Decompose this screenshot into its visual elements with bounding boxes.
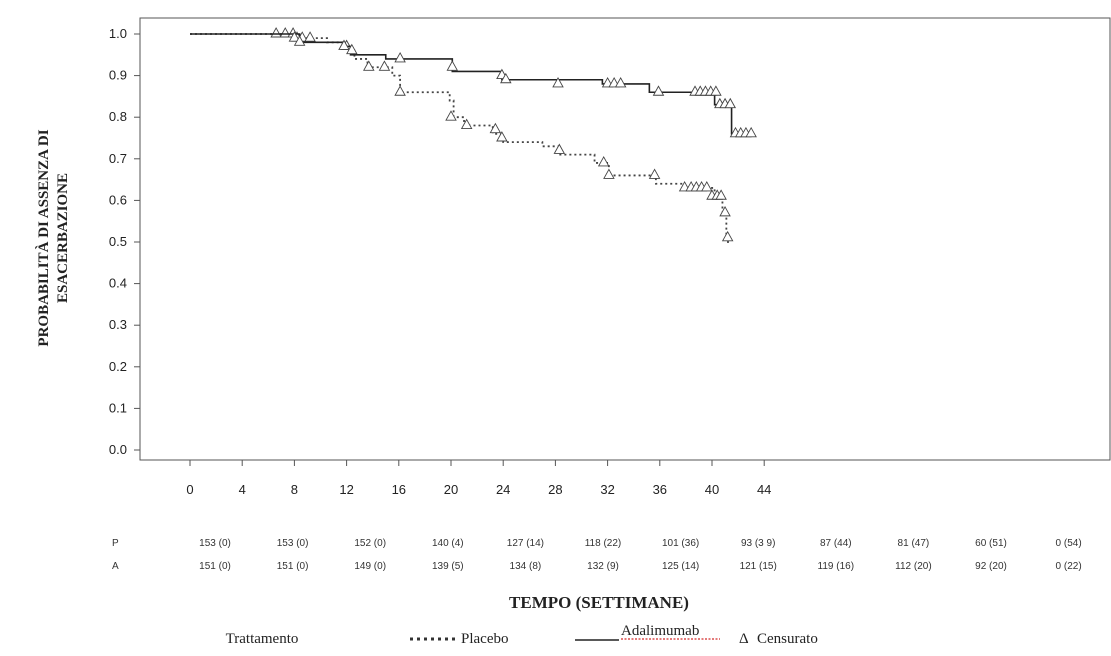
y-tick-label: 0.2: [109, 359, 127, 374]
plot-frame: [139, 17, 1111, 461]
x-tick-label: 16: [392, 482, 406, 497]
at-risk-table: P 153 (0) 153 (0) 152 (0) 140 (4) 127 (14) 118…: [112, 538, 1082, 572]
y-tick-label: 0.4: [109, 276, 127, 291]
at-risk-value: 121 (15): [740, 561, 777, 572]
censor-mark-placebo: [721, 230, 734, 242]
at-risk-value: 153 (0): [277, 538, 309, 549]
censor-mark-placebo: [363, 60, 375, 71]
censor-mark-adalimumab: [552, 76, 564, 88]
censor-mark-placebo: [394, 85, 406, 96]
x-tick-label: 20: [444, 482, 458, 497]
y-tick-label: 0.8: [109, 109, 127, 124]
at-risk-value: 118 (22): [585, 538, 622, 549]
at-risk-row-label: A: [112, 561, 119, 572]
censor-mark-placebo: [496, 131, 508, 142]
at-risk-value: 87 (44): [820, 538, 852, 549]
legend-placebo-label: Placebo: [461, 631, 508, 647]
y-tick-label: 0.9: [109, 68, 127, 83]
at-risk-value: 112 (20): [895, 561, 932, 572]
at-risk-value: 127 (14): [507, 538, 544, 549]
y-tick-label: 1.0: [109, 26, 127, 41]
at-risk-value: 152 (0): [354, 538, 386, 549]
x-tick-label: 28: [548, 482, 562, 497]
y-axis-title-line1: PROBABILITÀ DI ASSENZA DI: [35, 129, 52, 346]
censor-mark-adalimumab: [288, 31, 301, 42]
censor-mark-adalimumab: [710, 85, 722, 96]
legend-censored-label: Censurato: [757, 631, 818, 647]
y-axis: 0.0 0.1 0.2 0.3 0.4 0.5 0.6 0.7 0.8 0.9 1.0: [109, 26, 140, 457]
at-risk-value: 125 (14): [662, 561, 699, 572]
series-placebo-line: [190, 33, 729, 243]
at-risk-value: 151 (0): [199, 561, 231, 572]
censor-mark-placebo: [553, 143, 566, 154]
at-risk-value: 101 (36): [662, 538, 699, 549]
series-adalimumab-line: [190, 33, 745, 135]
plot-area: [190, 27, 757, 243]
censor-mark-adalimumab: [745, 126, 757, 138]
at-risk-value: 60 (51): [975, 538, 1007, 549]
censor-mark-placebo: [603, 168, 615, 179]
censor-mark-placebo: [701, 180, 713, 192]
censor-mark-placebo: [378, 60, 391, 71]
x-tick-label: 40: [705, 482, 719, 497]
at-risk-value: 139 (5): [432, 561, 464, 572]
censor-mark-adalimumab: [500, 72, 512, 84]
at-risk-value: 119 (16): [818, 561, 855, 572]
censor-mark-adalimumab: [446, 60, 459, 71]
censor-mark-adalimumab: [346, 43, 358, 55]
at-risk-value: 149 (0): [354, 561, 386, 572]
y-tick-label: 0.6: [109, 192, 127, 207]
at-risk-value: 153 (0): [199, 538, 231, 549]
y-tick-label: 0.5: [109, 234, 127, 249]
x-tick-label: 12: [339, 482, 353, 497]
censor-mark-placebo: [719, 205, 731, 217]
y-tick-label: 0.1: [109, 400, 127, 415]
x-axis: 0 4 8 12 16 20 24 28 32 36 40 44: [186, 460, 771, 497]
legend: Trattamento Placebo Adalimumab Δ Censura…: [226, 623, 818, 647]
at-risk-value: 140 (4): [432, 538, 464, 549]
censor-mark-placebo: [648, 168, 661, 179]
x-axis-title: TEMPO (SETTIMANE): [509, 593, 689, 612]
censor-mark-adalimumab: [338, 39, 350, 50]
x-tick-label: 4: [239, 482, 246, 497]
y-tick-label: 0.0: [109, 442, 127, 457]
x-tick-label: 8: [291, 482, 298, 497]
at-risk-value: 132 (9): [587, 561, 619, 572]
at-risk-value: 151 (0): [277, 561, 309, 572]
censor-mark-placebo: [715, 189, 727, 200]
y-tick-label: 0.3: [109, 317, 127, 332]
censor-mark-placebo: [445, 110, 457, 121]
censor-mark-adalimumab: [293, 35, 306, 46]
x-tick-label: 32: [600, 482, 614, 497]
x-tick-label: 24: [496, 482, 510, 497]
censor-mark-adalimumab: [652, 85, 665, 96]
x-tick-label: 36: [653, 482, 667, 497]
x-tick-label: 44: [757, 482, 771, 497]
at-risk-value: 92 (20): [975, 561, 1007, 572]
x-tick-label: 0: [186, 482, 193, 497]
y-axis-title-line2: ESACERBAZIONE: [55, 173, 71, 303]
at-risk-value: 134 (8): [510, 561, 542, 572]
censor-mark-placebo: [270, 27, 282, 38]
censor-mark-placebo: [597, 156, 610, 167]
censor-mark-placebo: [460, 118, 473, 129]
censor-mark-placebo: [304, 31, 316, 42]
censor-mark-placebo: [489, 122, 502, 134]
censor-mark-adalimumab: [394, 52, 406, 63]
censor-mark-adalimumab: [724, 97, 737, 109]
at-risk-value: 93 (3 9): [741, 538, 775, 549]
legend-adalimumab-label: Adalimumab: [621, 623, 699, 639]
legend-title: Trattamento: [226, 631, 299, 647]
at-risk-value: 0 (54): [1056, 538, 1082, 549]
legend-censored-symbol: Δ: [739, 631, 749, 647]
y-axis-title: PROBABILITÀ DI ASSENZA DI ESACERBAZIONE: [35, 129, 71, 346]
at-risk-row-label: P: [112, 538, 119, 549]
at-risk-value: 0 (22): [1056, 561, 1082, 572]
y-tick-label: 0.7: [109, 151, 127, 166]
censor-mark-adalimumab: [614, 76, 627, 88]
at-risk-value: 81 (47): [898, 538, 930, 549]
